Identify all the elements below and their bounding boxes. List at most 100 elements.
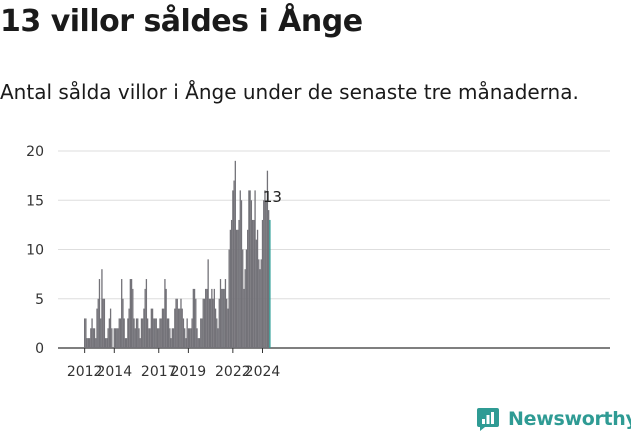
bar: [91, 318, 93, 348]
bar: [118, 318, 120, 348]
newsworthy-logo-icon: [477, 408, 499, 431]
bar: [111, 328, 113, 348]
highlight-bar: [269, 219, 271, 348]
bar: [245, 249, 248, 348]
bar: [133, 318, 135, 348]
bar: [232, 190, 234, 348]
y-tick-label: 15: [26, 193, 44, 209]
bar: [163, 308, 165, 348]
bar: [202, 298, 204, 348]
bar: [175, 298, 177, 348]
bar: [212, 298, 214, 348]
bar: [239, 190, 241, 348]
bar: [235, 229, 238, 348]
bar: [134, 328, 136, 348]
bar: [190, 328, 192, 348]
bar: [206, 288, 208, 348]
bar: [146, 318, 149, 348]
y-tick-label: 20: [26, 144, 44, 160]
bar: [184, 328, 186, 348]
bar: [159, 318, 161, 348]
bar: [109, 308, 112, 348]
bar: [255, 239, 257, 348]
bar: [144, 288, 146, 348]
bar: [193, 288, 196, 348]
bar: [258, 259, 260, 348]
bar: [129, 279, 131, 348]
bar: [230, 219, 233, 348]
bar: [200, 318, 202, 348]
bar: [213, 288, 215, 348]
y-tick-label: 10: [26, 243, 44, 259]
bar: [100, 318, 102, 348]
bar: [142, 318, 144, 348]
bar: [253, 219, 255, 348]
bar: [237, 229, 239, 348]
bar: [153, 318, 155, 348]
bar: [154, 318, 156, 348]
bar: [259, 269, 261, 348]
bar: [186, 318, 188, 348]
bar: [216, 318, 218, 348]
bar: [167, 318, 170, 348]
bar: [244, 269, 246, 348]
bar: [196, 328, 198, 348]
bar: [254, 190, 256, 348]
bar: [228, 249, 230, 348]
bar: [170, 338, 172, 348]
bar: [143, 308, 145, 348]
bar: [90, 328, 92, 348]
bar: [108, 318, 110, 348]
bar: [247, 229, 249, 348]
bar: [139, 338, 141, 348]
bar: [138, 328, 140, 348]
bar: [84, 318, 86, 348]
bar: [214, 308, 217, 348]
brand-name: Newsworthy: [508, 408, 631, 430]
bar: [165, 288, 167, 348]
bar: [238, 219, 240, 348]
bar: [104, 338, 107, 348]
bar: [240, 200, 243, 348]
bar: [121, 279, 123, 348]
bar: [197, 338, 199, 348]
bar: [177, 308, 180, 348]
bar: [251, 219, 254, 348]
bar: [98, 279, 101, 348]
chart-subtitle: Antal sålda villor i Ånge under de senas…: [0, 80, 579, 104]
bar: [227, 308, 229, 348]
bar: [166, 318, 169, 348]
bar: [266, 170, 269, 348]
bar: [243, 288, 245, 348]
bar: [86, 338, 88, 348]
bar: [128, 308, 130, 348]
bar: [268, 210, 270, 348]
bar: [97, 298, 99, 348]
bar: [169, 328, 171, 348]
bar: [113, 328, 115, 348]
brand-logo: Newsworthy: [476, 407, 631, 431]
bar: [181, 308, 183, 348]
bar: [171, 328, 173, 348]
bar: [127, 318, 129, 348]
bar: [201, 318, 203, 348]
bar: [151, 308, 154, 348]
chart-title: 13 villor såldes i Ånge: [0, 4, 363, 39]
bar: [217, 328, 219, 348]
bar: [207, 259, 209, 348]
bar: [226, 298, 228, 348]
bar: [229, 229, 232, 348]
bar: [224, 279, 227, 348]
value-annotation: 13: [263, 188, 282, 206]
bar: [155, 318, 157, 348]
bar: [122, 298, 124, 348]
bar: [150, 308, 152, 348]
bar: [242, 249, 244, 348]
bar: [187, 328, 190, 348]
bar: [198, 338, 201, 348]
bar: [116, 328, 118, 348]
bar: [87, 338, 90, 348]
bar: [208, 298, 211, 348]
bar: [211, 288, 213, 348]
